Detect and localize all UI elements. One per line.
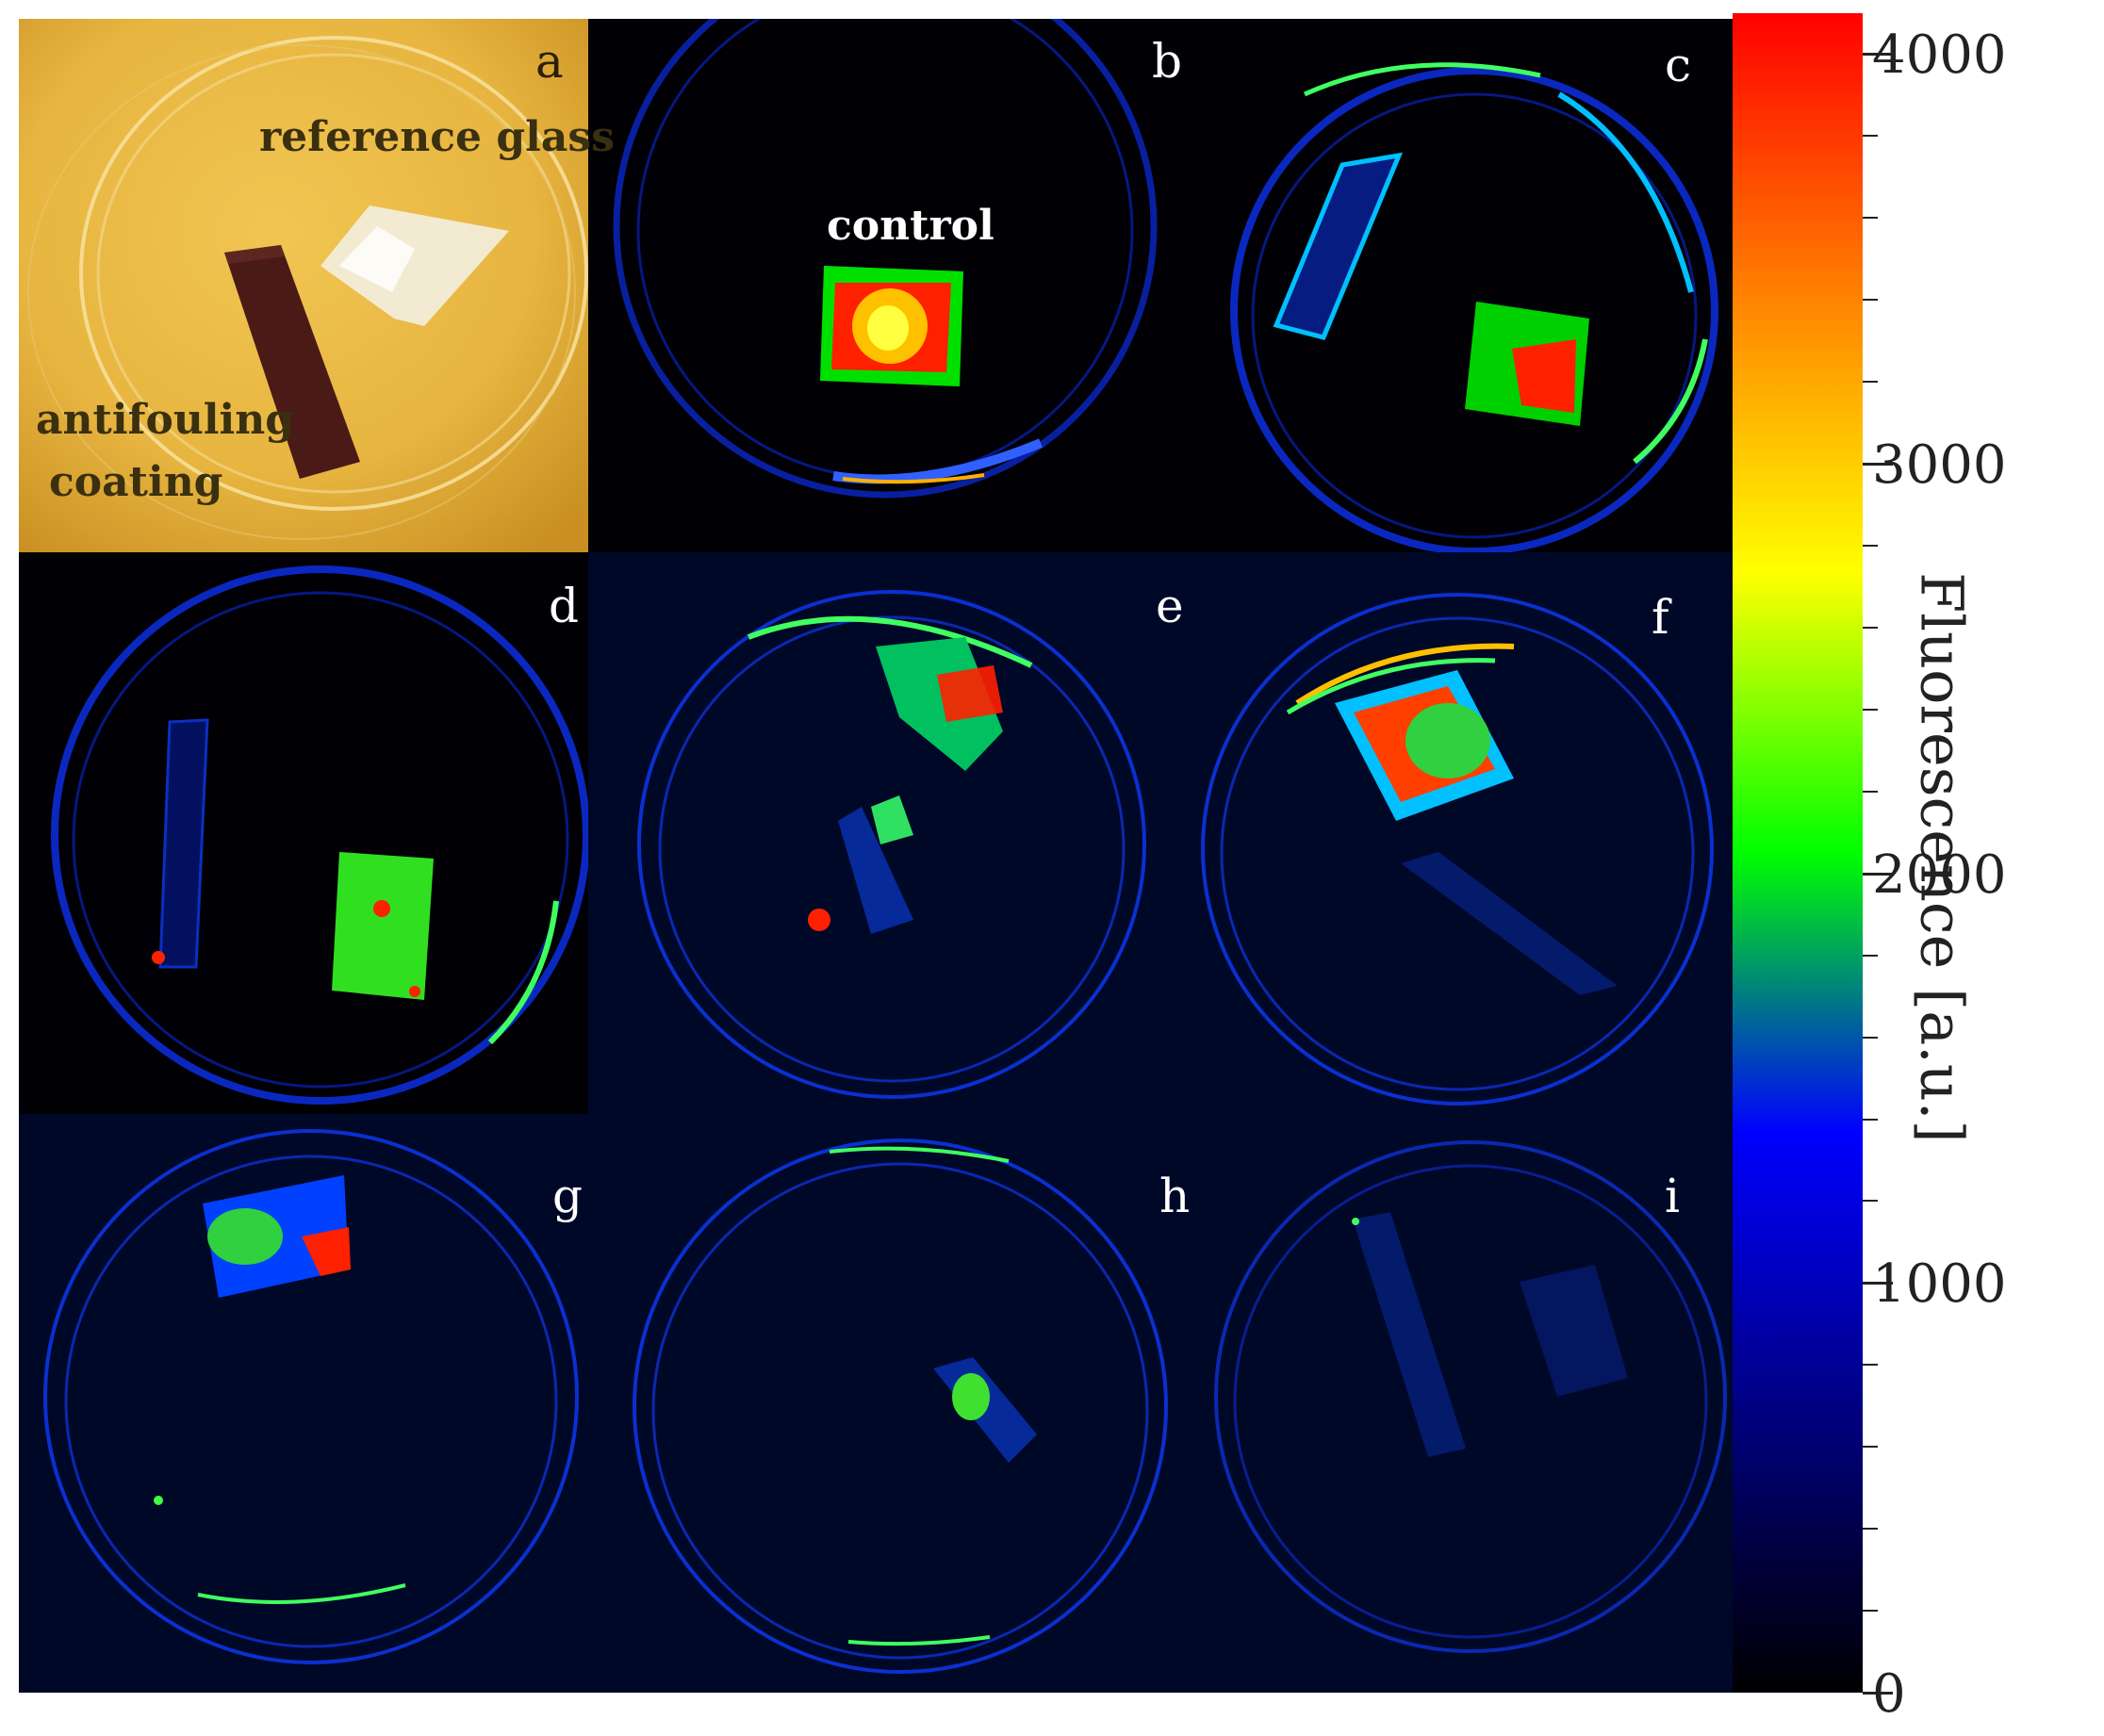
colorbar-minor-tick [1863, 299, 1878, 302]
panel-label-i: i [1665, 1169, 1680, 1223]
panel-c-image [1201, 19, 1733, 552]
colorbar-major-tick [1863, 1692, 1893, 1695]
reference-glass-slide [321, 205, 509, 326]
colorbar-minor-tick [1863, 954, 1878, 957]
sample-slide [203, 1175, 351, 1298]
panel-a-photo [19, 19, 588, 552]
colorbar-major-tick [1863, 1282, 1893, 1286]
panel-i-image [1180, 1114, 1733, 1693]
panel-label-f: f [1652, 590, 1669, 645]
colorbar-title: Fluorescence [a.u.] [1907, 572, 1977, 1143]
colorbar-minor-tick [1863, 708, 1878, 711]
colorbar-tick-label: 1000 [1872, 1253, 2007, 1316]
colorbar-minor-tick [1863, 217, 1878, 220]
control-label: control [827, 202, 994, 250]
colorbar-minor-tick [1863, 1036, 1878, 1039]
panel-label-g: g [552, 1169, 584, 1223]
colorbar-minor-tick [1863, 1528, 1878, 1531]
panel-d-image [19, 552, 588, 1114]
panel-label-c: c [1665, 38, 1692, 92]
colorbar-minor-tick [1863, 626, 1878, 629]
sample-slide [332, 852, 434, 1000]
panel-label-b: b [1152, 34, 1183, 89]
colorbar-tick-label: 2000 [1872, 843, 2007, 906]
panel-label-d: d [549, 579, 580, 633]
panel-label-e: e [1156, 579, 1184, 633]
colorbar-minor-tick [1863, 1446, 1878, 1449]
fluorescence-colorbar [1733, 13, 1863, 1693]
control-slide [820, 266, 963, 386]
colorbar-minor-tick [1863, 545, 1878, 548]
colorbar-minor-tick [1863, 790, 1878, 793]
colorbar-major-tick [1863, 463, 1893, 467]
colorbar-major-tick [1863, 872, 1893, 876]
colorbar-minor-tick [1863, 1118, 1878, 1121]
petri-dish-photo [19, 19, 588, 552]
sample-slide [1465, 302, 1589, 426]
panel-f-image [1175, 552, 1733, 1114]
antifouling-label-line2: coating [49, 458, 223, 506]
antifouling-coating-strip [224, 245, 360, 479]
colorbar-minor-tick [1863, 135, 1878, 138]
colorbar-tick-label: 4000 [1872, 25, 2007, 87]
antifouling-label-line1: antifouling [36, 396, 294, 444]
panel-g-image [19, 1114, 594, 1693]
colorbar-major-tick [1863, 53, 1893, 57]
panel-label-h: h [1159, 1169, 1191, 1223]
panel-b-image [588, 19, 1201, 552]
colorbar-minor-tick [1863, 1200, 1878, 1203]
reference-glass-label: reference glass [259, 113, 615, 161]
colorbar-minor-tick [1863, 1610, 1878, 1613]
colorbar-tick-label: 0 [1872, 1663, 1906, 1725]
panel-h-image [594, 1114, 1180, 1693]
panel-e-image [588, 552, 1175, 1114]
colorbar-tick-label: 3000 [1872, 434, 2007, 497]
sample-slide [1335, 670, 1514, 821]
colorbar-minor-tick [1863, 381, 1878, 384]
colorbar-minor-tick [1863, 1364, 1878, 1367]
panel-label-a: a [535, 34, 564, 89]
